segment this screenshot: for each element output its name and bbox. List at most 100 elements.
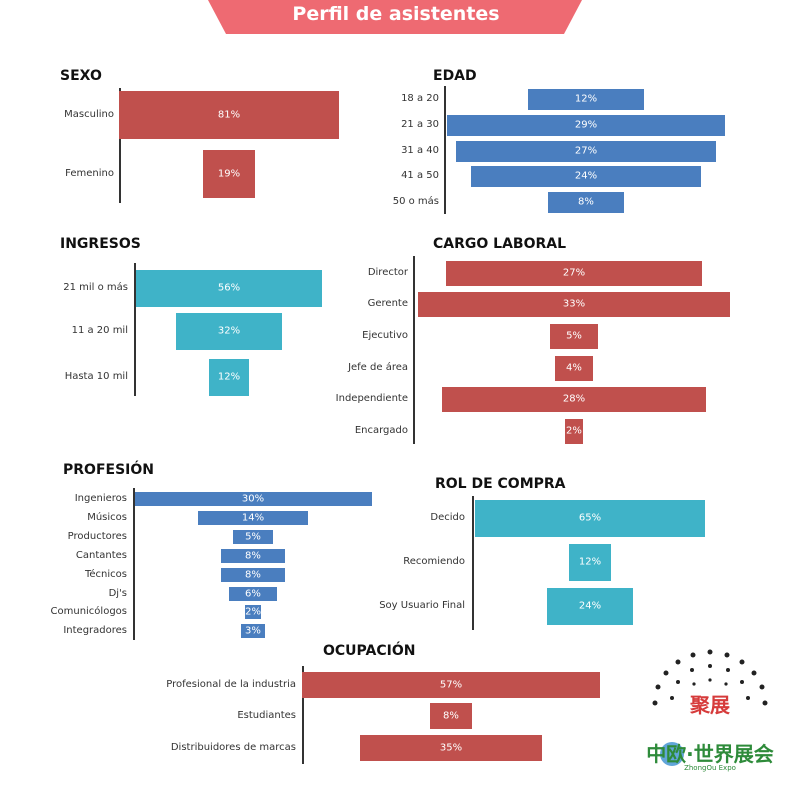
category-label: 18 a 20 <box>401 93 439 104</box>
bar-value-label: 2% <box>566 425 582 437</box>
logo-brand: 中欧·世界展会 <box>646 742 774 766</box>
category-label: 21 a 30 <box>401 119 439 130</box>
chart-axis <box>413 256 415 444</box>
category-label: Integradores <box>63 625 127 636</box>
chart-bar: 2% <box>245 605 261 619</box>
bar-value-label: 33% <box>562 298 586 310</box>
category-label: Estudiantes <box>237 710 296 721</box>
category-label: 50 o más <box>392 196 439 207</box>
bar-value-label: 12% <box>217 371 241 383</box>
category-label: 21 mil o más <box>63 282 128 293</box>
chart-axis <box>133 488 135 640</box>
category-label: Productores <box>67 531 127 542</box>
chart-bar: 19% <box>203 150 255 198</box>
chart-bar: 65% <box>474 499 706 537</box>
chart-bar: 8% <box>221 549 285 563</box>
chart-axis <box>302 666 304 764</box>
chart-axis <box>119 88 121 203</box>
chart-bar: 12% <box>209 358 249 396</box>
bar-value-label: 6% <box>245 588 261 600</box>
chart-bar: 56% <box>136 269 322 307</box>
chart-title: EDAD <box>433 68 477 84</box>
bar-value-label: 5% <box>566 330 582 342</box>
category-label: Femenino <box>65 168 114 179</box>
category-label: Hasta 10 mil <box>64 371 128 382</box>
category-label: 11 a 20 mil <box>71 325 128 336</box>
chart-bar: 24% <box>470 165 702 187</box>
chart-bar: 32% <box>175 312 283 350</box>
chart-bar: 30% <box>134 492 372 506</box>
chart-bar: 27% <box>456 140 716 162</box>
chart-bar: 3% <box>241 624 265 638</box>
chart-bar: 57% <box>302 672 600 698</box>
logo-badge: 聚展 <box>690 695 730 717</box>
bar-value-label: 3% <box>245 625 261 637</box>
category-label: Dj's <box>108 588 127 599</box>
chart-title: SEXO <box>60 68 102 84</box>
chart-axis <box>444 86 446 214</box>
chart-bar: 12% <box>528 88 644 110</box>
category-label: Jefe de área <box>348 362 408 373</box>
chart-bar: 24% <box>547 587 633 625</box>
bar-value-label: 56% <box>217 282 241 294</box>
category-label: Comunicólogos <box>50 606 127 617</box>
bar-value-label: 81% <box>217 109 241 121</box>
category-label: 31 a 40 <box>401 145 439 156</box>
category-label: Independiente <box>335 393 408 404</box>
bar-value-label: 35% <box>439 742 463 754</box>
chart-bar: 14% <box>197 511 309 525</box>
chart-bar: 8% <box>221 568 285 582</box>
chart-bar: 4% <box>555 355 593 381</box>
chart-title: CARGO LABORAL <box>433 236 567 252</box>
bar-value-label: 2% <box>245 606 261 618</box>
expo-logo: 聚展 中欧·世界展会 ZhongOu Expo <box>632 642 788 794</box>
category-label: Encargado <box>354 425 408 436</box>
bar-value-label: 24% <box>574 170 598 182</box>
chart-axis <box>472 496 474 630</box>
chart-title: PROFESIÓN <box>63 462 154 478</box>
bar-value-label: 4% <box>566 362 582 374</box>
bar-value-label: 29% <box>574 119 598 131</box>
category-label: Profesional de la industria <box>166 679 296 690</box>
chart-bar: 29% <box>446 114 726 136</box>
chart-bar: 8% <box>430 703 472 729</box>
logo-dots-icon <box>652 649 768 766</box>
category-label: Soy Usuario Final <box>379 600 465 611</box>
category-label: Masculino <box>64 109 114 120</box>
chart-bar: 5% <box>550 323 598 349</box>
bar-value-label: 28% <box>562 393 586 405</box>
bar-value-label: 65% <box>578 512 602 524</box>
category-label: Técnicos <box>84 569 127 580</box>
category-label: Decido <box>430 512 465 523</box>
bar-value-label: 8% <box>245 550 261 562</box>
category-label: Ejecutivo <box>362 330 408 341</box>
category-label: Cantantes <box>75 550 127 561</box>
chart-bar: 81% <box>118 91 340 139</box>
bar-value-label: 8% <box>443 710 459 722</box>
bar-value-label: 27% <box>574 145 598 157</box>
bar-value-label: 30% <box>241 493 265 505</box>
chart-bar: 28% <box>441 386 707 412</box>
bar-value-label: 5% <box>245 531 261 543</box>
chart-title: OCUPACIÓN <box>323 643 416 659</box>
category-label: Distribuidores de marcas <box>170 742 296 753</box>
chart-bar: 27% <box>446 260 702 286</box>
title-banner <box>208 0 582 34</box>
category-label: Ingenieros <box>74 493 127 504</box>
chart-bar: 5% <box>233 530 273 544</box>
category-label: Recomiendo <box>403 556 465 567</box>
chart-bar: 6% <box>229 587 277 601</box>
chart-bar: 8% <box>547 191 625 213</box>
category-label: 41 a 50 <box>401 170 439 181</box>
bar-value-label: 27% <box>562 267 586 279</box>
bar-value-label: 32% <box>217 325 241 337</box>
chart-title: ROL DE COMPRA <box>435 476 566 492</box>
chart-axis <box>134 263 136 396</box>
bar-value-label: 19% <box>217 168 241 180</box>
chart-bar: 35% <box>359 735 543 761</box>
logo-subtitle: ZhongOu Expo <box>684 764 736 772</box>
category-label: Músicos <box>87 512 127 523</box>
chart-bar: 33% <box>418 291 730 317</box>
chart-bar: 12% <box>568 543 612 581</box>
bar-value-label: 8% <box>245 569 261 581</box>
